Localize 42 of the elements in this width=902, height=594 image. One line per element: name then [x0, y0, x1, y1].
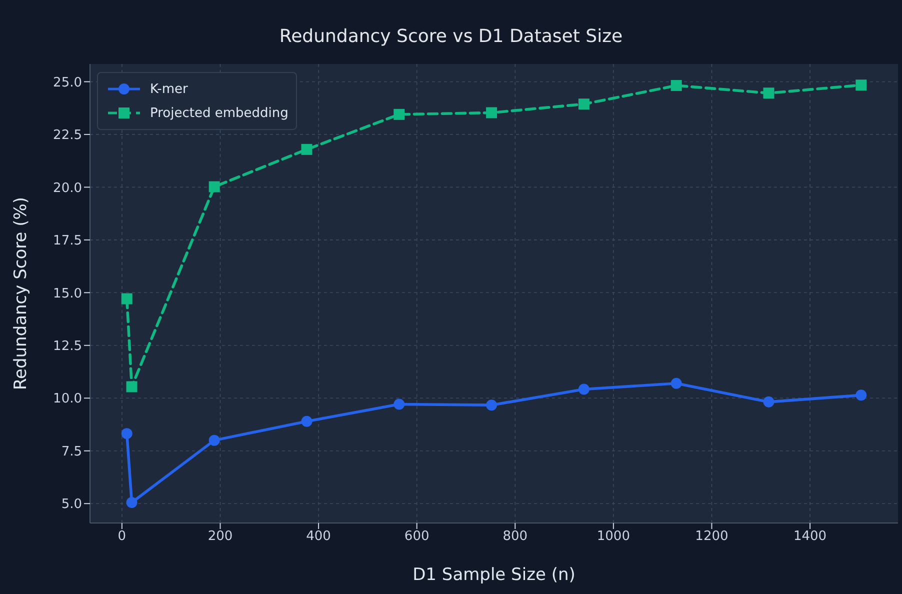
- point: [486, 107, 498, 118]
- x-tick-label: 1000: [596, 529, 630, 544]
- point: [126, 381, 138, 392]
- x-axis-title: D1 Sample Size (n): [412, 565, 576, 585]
- x-tick-label: 200: [208, 529, 233, 544]
- y-axis-title: Redundancy Score (%): [11, 196, 32, 390]
- y-tick-label: 12.5: [53, 339, 82, 354]
- y-tick-label: 17.5: [53, 234, 82, 249]
- point: [301, 144, 312, 155]
- x-tick-label: 600: [404, 529, 430, 544]
- y-tick-label: 20.0: [53, 180, 82, 196]
- y-tick-label: 22.5: [53, 128, 82, 144]
- point: [856, 80, 867, 91]
- point: [763, 88, 774, 99]
- point: [126, 497, 138, 508]
- point: [121, 428, 132, 440]
- point: [394, 108, 405, 120]
- legend-label: Projected embedding: [150, 106, 288, 120]
- legend-label: K-mer: [150, 82, 188, 96]
- point: [670, 378, 682, 389]
- point: [763, 396, 774, 408]
- point: [208, 181, 220, 192]
- x-tick-label: 800: [502, 529, 528, 544]
- point: [578, 98, 590, 110]
- y-tick-label: 7.5: [61, 444, 82, 460]
- point: [578, 384, 590, 395]
- x-tick-label: 0: [118, 529, 126, 544]
- x-tick-label: 1200: [695, 529, 728, 544]
- point: [394, 398, 405, 410]
- point: [486, 400, 498, 411]
- x-tick-label: 1400: [793, 529, 827, 544]
- point: [301, 416, 312, 427]
- point: [670, 80, 682, 92]
- y-tick-label: 10.0: [53, 392, 82, 407]
- y-tick-label: 15.0: [53, 286, 82, 302]
- point: [856, 390, 867, 401]
- y-tick-label: 25.0: [53, 75, 82, 90]
- y-tick-label: 5.0: [61, 497, 82, 512]
- point: [121, 293, 132, 304]
- chart-title: Redundancy Score vs D1 Dataset Size: [278, 26, 624, 47]
- x-tick-label: 400: [306, 529, 331, 544]
- point: [208, 434, 220, 446]
